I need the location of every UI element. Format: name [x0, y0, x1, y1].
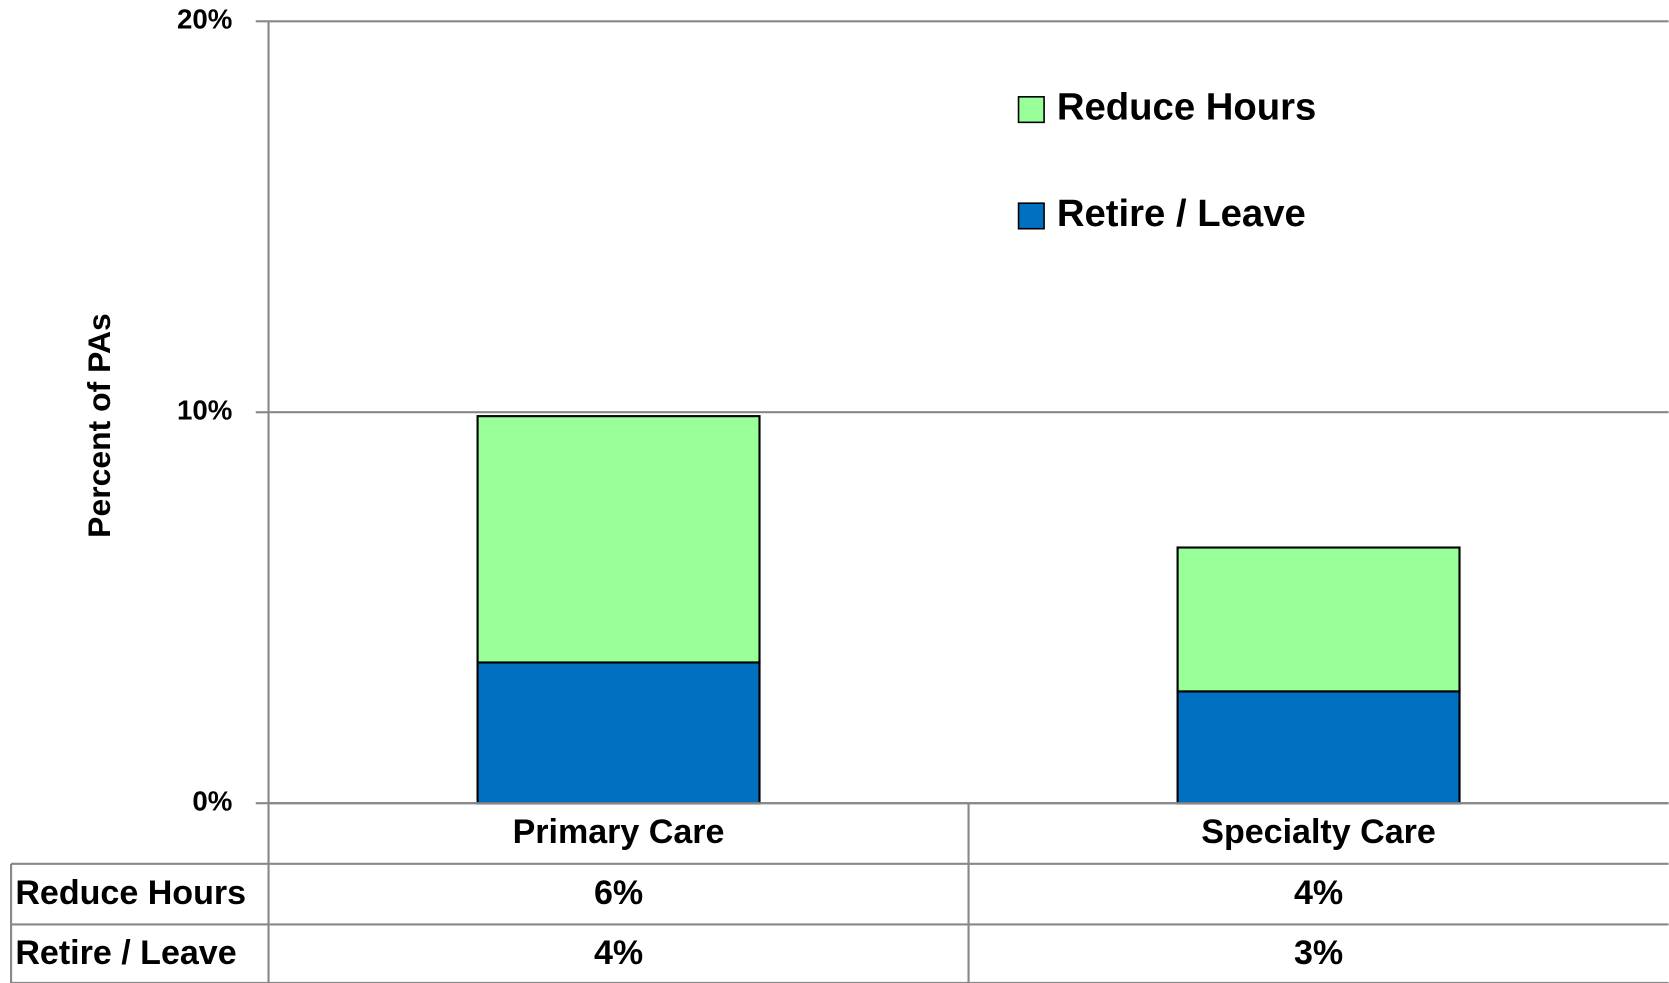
bar-segment: [476, 415, 761, 664]
y-tick-label: 20%: [177, 4, 232, 35]
table-row-label: Reduce Hours: [15, 874, 246, 912]
legend-swatch: [1017, 202, 1045, 230]
y-tick-label: 10%: [177, 395, 232, 426]
bar-segment: [1176, 546, 1461, 693]
legend-swatch: [1017, 96, 1045, 124]
table-cell: 3%: [1294, 934, 1343, 972]
x-tick-label: Specialty Care: [1201, 813, 1436, 851]
y-axis-label: Percent of PAs: [81, 313, 117, 538]
legend-label: Retire / Leave: [1057, 192, 1306, 235]
table-row-label: Retire / Leave: [15, 934, 236, 972]
y-tick-label: 0%: [192, 786, 232, 817]
bar-segment: [1176, 690, 1461, 805]
table-cell: 4%: [594, 934, 643, 972]
bar-segment: [476, 661, 761, 805]
table-cell: 4%: [1294, 874, 1343, 912]
x-tick-label: Primary Care: [513, 813, 725, 851]
legend-label: Reduce Hours: [1057, 86, 1317, 129]
table-cell: 6%: [594, 874, 643, 912]
